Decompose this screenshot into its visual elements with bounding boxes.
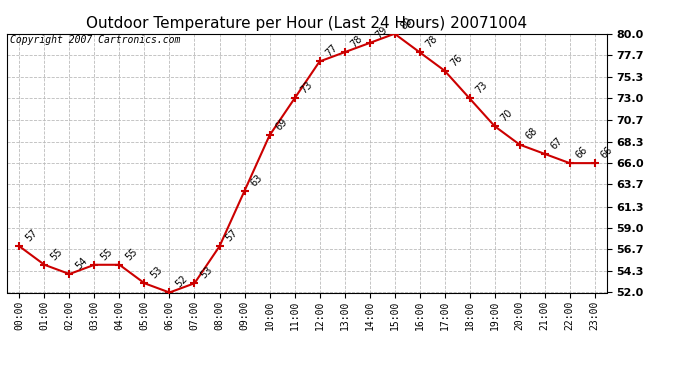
- Text: 55: 55: [124, 246, 139, 262]
- Text: 53: 53: [148, 265, 164, 280]
- Text: 78: 78: [348, 34, 364, 50]
- Text: 57: 57: [224, 228, 239, 243]
- Text: 68: 68: [524, 126, 540, 142]
- Text: 78: 78: [424, 34, 440, 50]
- Text: 69: 69: [274, 117, 289, 133]
- Text: 73: 73: [299, 80, 315, 96]
- Text: 66: 66: [574, 145, 589, 160]
- Text: 73: 73: [474, 80, 490, 96]
- Text: 77: 77: [324, 43, 339, 59]
- Text: 55: 55: [99, 246, 115, 262]
- Text: 66: 66: [599, 145, 615, 160]
- Title: Outdoor Temperature per Hour (Last 24 Hours) 20071004: Outdoor Temperature per Hour (Last 24 Ho…: [86, 16, 528, 31]
- Text: 54: 54: [74, 255, 90, 271]
- Text: 63: 63: [248, 172, 264, 188]
- Text: 55: 55: [48, 246, 64, 262]
- Text: 80: 80: [399, 15, 415, 31]
- Text: 53: 53: [199, 265, 215, 280]
- Text: 57: 57: [23, 228, 39, 243]
- Text: 67: 67: [549, 135, 564, 151]
- Text: 70: 70: [499, 108, 515, 123]
- Text: 76: 76: [448, 52, 464, 68]
- Text: 79: 79: [374, 24, 390, 40]
- Text: 52: 52: [174, 274, 190, 290]
- Text: Copyright 2007 Cartronics.com: Copyright 2007 Cartronics.com: [10, 35, 180, 45]
